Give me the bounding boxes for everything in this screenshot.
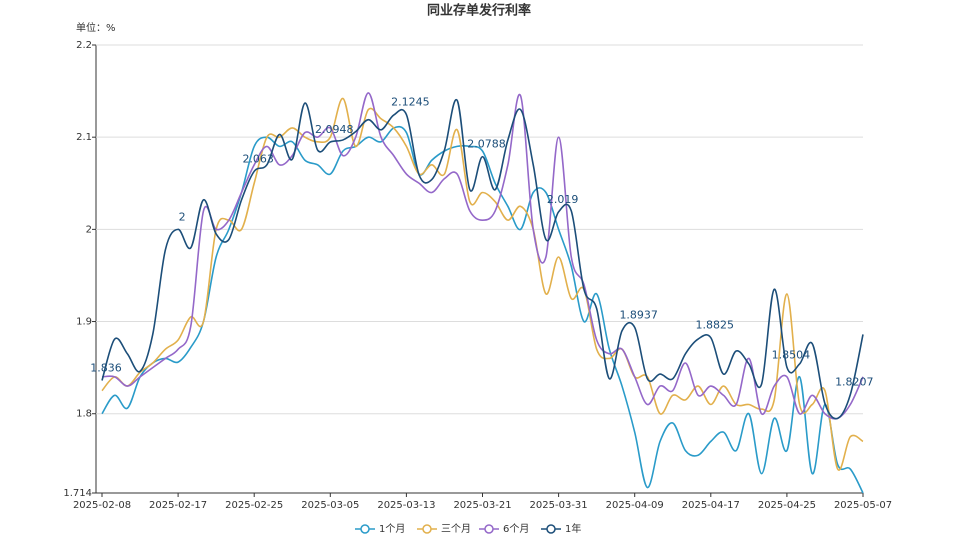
x-tick-label: 2025-02-25 <box>225 500 283 511</box>
x-tick-label: 2025-03-21 <box>453 500 511 511</box>
data-label: 1.8937 <box>619 308 658 321</box>
data-label: 2.019 <box>547 193 579 206</box>
unit-label: 单位：% <box>76 21 116 34</box>
data-label: 2.0788 <box>467 138 506 151</box>
x-tick-label: 2025-03-13 <box>377 500 435 511</box>
x-tick-label: 2025-03-31 <box>530 500 588 511</box>
legend-label: 三个月 <box>441 523 471 535</box>
series-line <box>101 92 864 420</box>
data-label: 1.8504 <box>772 348 811 361</box>
legend-item: 1个月 <box>355 523 405 535</box>
legend-item: 三个月 <box>417 523 471 535</box>
series-line <box>101 125 864 494</box>
data-label: 2.1245 <box>391 96 430 109</box>
y-tick-label: 2 <box>86 224 92 235</box>
legend-label: 6个月 <box>503 523 529 535</box>
x-tick-label: 2025-02-17 <box>149 500 207 511</box>
series-line <box>101 99 864 420</box>
legend-item: 6个月 <box>479 523 529 535</box>
x-tick-label: 2025-03-05 <box>301 500 359 511</box>
y-tick-label: 1.714 <box>63 488 92 499</box>
legend-marker <box>484 524 494 534</box>
legend-marker <box>546 524 556 534</box>
y-tick-label: 2.2 <box>76 40 92 51</box>
data-label: 2 <box>179 210 186 223</box>
data-label: 2.063 <box>242 152 274 165</box>
data-label: 1.836 <box>90 362 122 375</box>
x-tick-label: 2025-04-25 <box>758 500 816 511</box>
legend-label: 1个月 <box>379 523 405 535</box>
data-label: 2.0948 <box>315 123 354 136</box>
y-tick-label: 1.9 <box>76 317 92 328</box>
data-label: 1.8825 <box>696 319 735 332</box>
y-tick-label: 1.8 <box>76 409 92 420</box>
data-label: 1.8207 <box>835 376 874 389</box>
chart-title: 同业存单发行利率 <box>427 3 531 19</box>
legend-item: 1年 <box>541 522 581 535</box>
x-tick-label: 2025-02-08 <box>73 500 131 511</box>
legend-marker <box>422 524 432 534</box>
legend-label: 1年 <box>565 522 581 535</box>
y-tick-label: 2.1 <box>76 132 92 143</box>
x-tick-label: 2025-05-07 <box>834 500 892 511</box>
x-tick-label: 2025-04-17 <box>682 500 740 511</box>
legend-marker <box>360 524 370 534</box>
x-tick-label: 2025-04-09 <box>606 500 664 511</box>
